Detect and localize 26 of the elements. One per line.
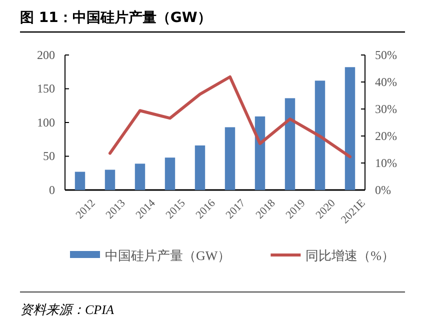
bar — [284, 98, 296, 190]
bar — [254, 116, 266, 190]
text: 资料来源：CPIA — [20, 302, 114, 317]
chart-title: 图 11：中国硅片产量（GW） — [20, 9, 212, 26]
y2-tick-label: 30% — [375, 102, 397, 116]
y-tick-label: 200 — [37, 48, 55, 62]
y-tick-label: 0 — [49, 182, 55, 197]
bar — [344, 67, 356, 190]
y-tick-label: 100 — [37, 115, 55, 130]
bar — [314, 80, 326, 190]
bar — [134, 164, 146, 190]
y2-tick-label: 20% — [375, 128, 397, 143]
legend-label: 同比增速（%） — [306, 248, 395, 263]
y-tick-label: 50 — [43, 149, 55, 164]
legend-label: 中国硅片产量（GW） — [105, 248, 231, 263]
bar — [104, 170, 116, 190]
y2-tick-label: 40% — [375, 74, 397, 89]
y2-tick-label: 10% — [375, 156, 397, 170]
bar — [74, 172, 86, 190]
bar — [224, 127, 236, 190]
y-tick-label: 150 — [37, 82, 55, 96]
line-series — [108, 75, 352, 158]
bar — [164, 158, 176, 190]
y2-tick-label: 0% — [375, 182, 391, 197]
bar — [194, 145, 206, 190]
y2-tick-label: 50% — [375, 48, 397, 62]
